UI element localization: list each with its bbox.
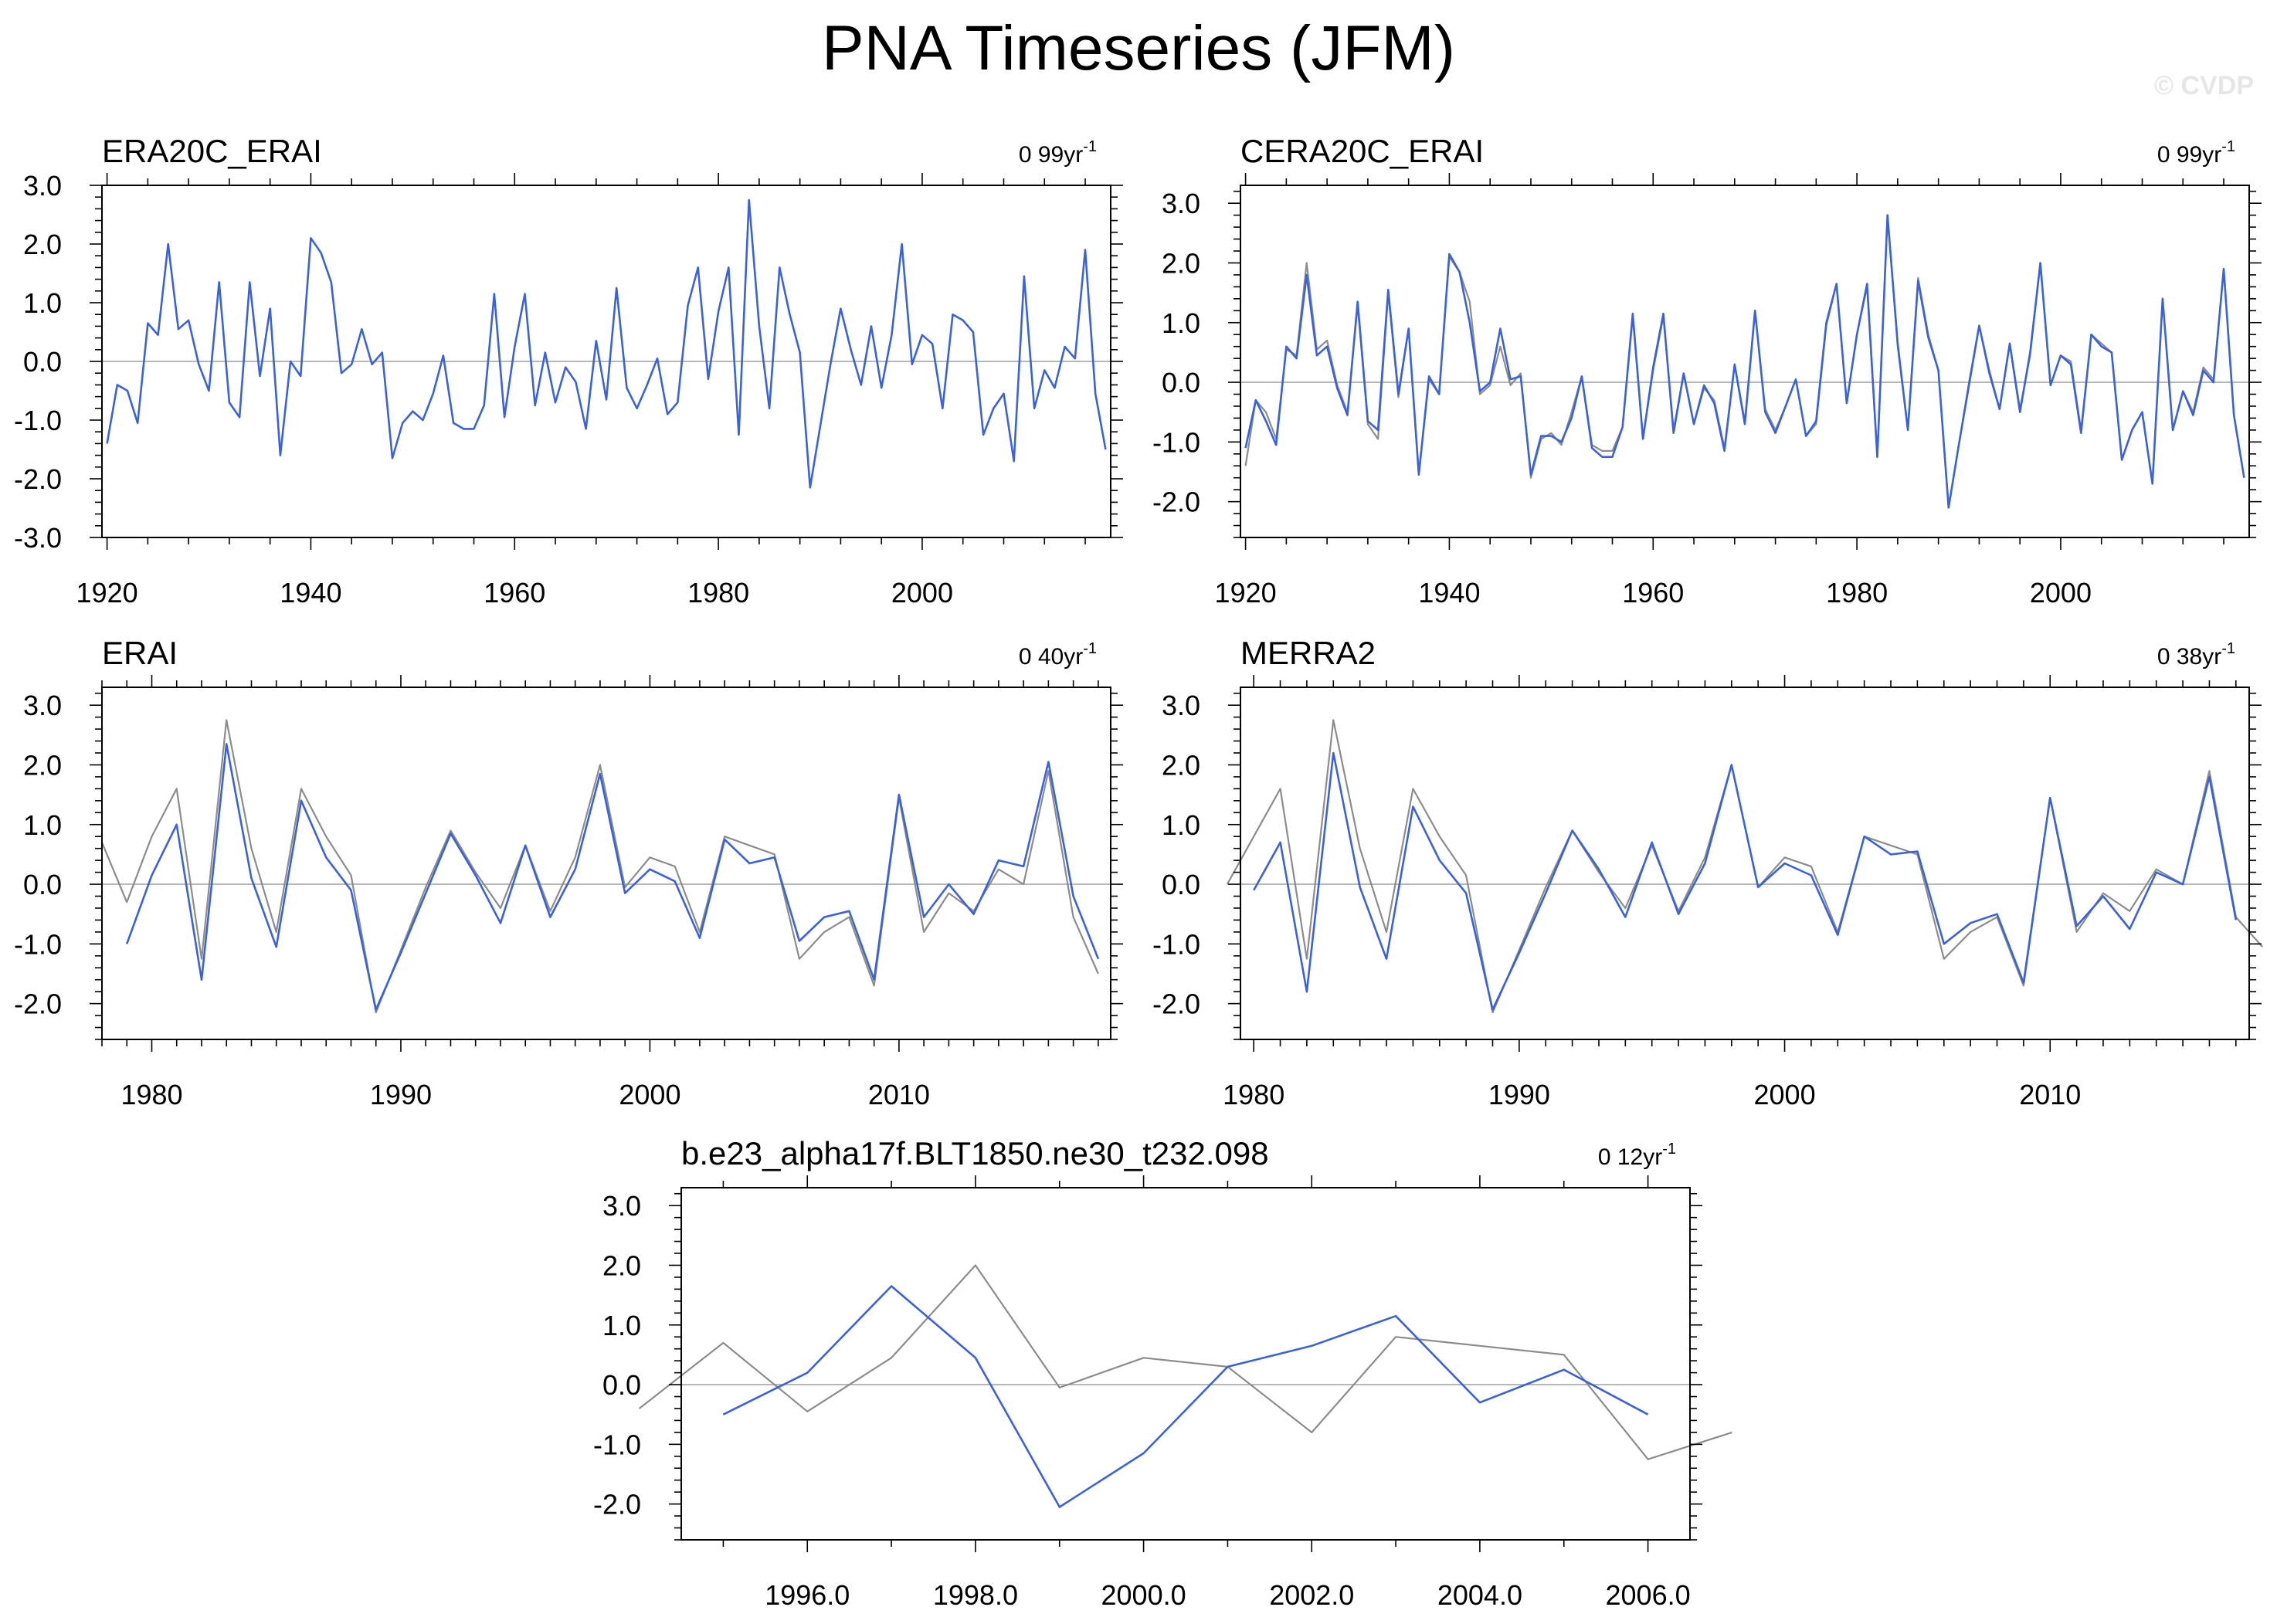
trend-period-value: 0 99yr: [1019, 142, 1083, 168]
y-tick-label: 3.0: [23, 690, 62, 721]
y-tick-label: -2.0: [593, 1489, 641, 1521]
series-line-model: [106, 198, 1107, 489]
x-tick-label: 1960: [484, 577, 545, 609]
plot-frame: [1240, 687, 2250, 1040]
series-line-reference: [100, 719, 1099, 1014]
y-tick-label: -1.0: [14, 405, 62, 436]
panel-erai: ERAI 0 40yr-1 -2.0 -1.0 0.0 1.0 2.0 3.0 1980 1990…: [14, 635, 1123, 1110]
x-tick-label: 2000: [619, 1079, 680, 1110]
x-tick-label: 1920: [76, 577, 138, 609]
x-tick-label: 1998.0: [933, 1579, 1018, 1611]
y-tick-label: 3.0: [602, 1190, 641, 1222]
y-tick-label: 1.0: [1162, 307, 1200, 339]
trend-period-value: 0 99yr: [2157, 142, 2221, 168]
x-tick-label: 2004.0: [1437, 1579, 1522, 1611]
x-tick-label: 2000: [1754, 1079, 1816, 1110]
series-line-model: [1244, 214, 2245, 509]
trend-period-superscript: -1: [2221, 138, 2235, 155]
x-tick-label: 2000.0: [1101, 1579, 1186, 1611]
plot-frame: [1240, 185, 2250, 538]
x-tick-label: 2010: [868, 1079, 930, 1110]
x-tick-label: 1980: [687, 577, 749, 609]
panel-merra2: MERRA2 0 38yr-1 -2.0 -1.0 0.0 1.0 2.0 3.0 1980 19…: [1152, 635, 2264, 1110]
plot-frame: [101, 687, 1111, 1040]
y-tick-label: 0.0: [1162, 367, 1200, 398]
trend-period-label: 0 12yr-1: [1598, 1141, 1676, 1170]
panel-title: ERAI: [102, 635, 178, 671]
plot-frame: [680, 1187, 1691, 1541]
x-tick-label: 1990: [1488, 1079, 1550, 1110]
x-tick-label: 2006.0: [1606, 1579, 1691, 1611]
y-tick-label: 2.0: [1162, 749, 1200, 781]
y-tick-label: 0.0: [1162, 869, 1200, 900]
x-tick-label: 2002.0: [1269, 1579, 1354, 1611]
y-tick-label: -3.0: [14, 522, 62, 554]
series-line-reference: [1226, 719, 2264, 1014]
trend-period-label: 0 38yr-1: [2157, 640, 2235, 670]
x-tick-label: 1940: [280, 577, 341, 609]
y-tick-label: 2.0: [602, 1249, 641, 1281]
trend-period-label: 0 99yr-1: [2157, 138, 2235, 168]
panel-era20c-erai: ERA20C_ERAI 0 99yr-1 -3.0 -2.0 -1.0 0.0 1.0 2.0…: [14, 133, 1123, 609]
x-tick-label: 2000: [891, 577, 953, 609]
y-tick-label: 1.0: [23, 809, 62, 841]
trend-period-superscript: -1: [1083, 640, 1097, 657]
y-tick-label: -2.0: [14, 463, 62, 495]
y-tick-label: 3.0: [23, 170, 62, 202]
y-tick-label: 3.0: [1162, 690, 1200, 721]
trend-period-value: 0 12yr: [1598, 1144, 1662, 1170]
x-tick-label: 2000: [2030, 577, 2092, 609]
series-line-reference: [638, 1264, 1732, 1460]
figure-title: PNA Timeseries (JFM): [821, 13, 1456, 83]
trend-period-value: 0 40yr: [1019, 644, 1083, 670]
y-tick-label: 1.0: [1162, 809, 1200, 841]
y-tick-label: -2.0: [1152, 988, 1200, 1020]
x-tick-label: 1940: [1418, 577, 1480, 609]
y-tick-label: -2.0: [1152, 487, 1200, 518]
x-tick-label: 1996.0: [765, 1579, 850, 1611]
x-tick-label: 1920: [1215, 577, 1277, 609]
panel-title: b.e23_alpha17f.BLT1850.ne30_t232.098: [681, 1135, 1269, 1171]
x-tick-label: 1980: [1223, 1079, 1284, 1110]
x-tick-label: 1980: [120, 1079, 182, 1110]
trend-period-superscript: -1: [2221, 640, 2235, 657]
y-tick-label: -2.0: [14, 988, 62, 1020]
y-tick-label: -1.0: [1152, 426, 1200, 458]
trend-period-label: 0 99yr-1: [1019, 138, 1097, 168]
y-tick-label: 0.0: [23, 346, 62, 378]
panel-title: ERA20C_ERAI: [102, 133, 322, 169]
series-line-model: [722, 1285, 1649, 1508]
panel-title: MERRA2: [1240, 635, 1376, 671]
series-line-model: [125, 743, 1100, 1011]
trend-period-label: 0 40yr-1: [1019, 640, 1097, 670]
credit-watermark: © CVDP: [2154, 71, 2254, 100]
y-tick-label: 3.0: [1162, 188, 1200, 219]
trend-period-value: 0 38yr: [2157, 644, 2221, 670]
y-tick-label: -1.0: [593, 1429, 641, 1460]
y-tick-label: 2.0: [1162, 247, 1200, 279]
x-tick-label: 1960: [1622, 577, 1684, 609]
y-tick-label: 0.0: [602, 1369, 641, 1401]
panel-model-run: b.e23_alpha17f.BLT1850.ne30_t232.098 0 12…: [593, 1135, 1732, 1611]
y-tick-label: -1.0: [1152, 928, 1200, 960]
trend-period-superscript: -1: [1662, 1141, 1676, 1158]
y-tick-label: 1.0: [602, 1310, 641, 1341]
y-tick-label: -1.0: [14, 928, 62, 960]
y-tick-label: 0.0: [23, 869, 62, 900]
panel-title: CERA20C_ERAI: [1240, 133, 1484, 169]
series-line-model: [1253, 751, 2238, 1011]
y-tick-label: 2.0: [23, 229, 62, 260]
y-tick-label: 1.0: [23, 287, 62, 319]
panel-cera20c-erai: CERA20C_ERAI 0 99yr-1 -2.0 -1.0 0.0 1.0 2.0 3.0…: [1152, 133, 2262, 609]
y-tick-label: 2.0: [23, 749, 62, 781]
x-tick-label: 1990: [370, 1079, 432, 1110]
trend-period-superscript: -1: [1083, 138, 1097, 155]
x-tick-label: 2010: [2019, 1079, 2081, 1110]
x-tick-label: 1980: [1826, 577, 1888, 609]
